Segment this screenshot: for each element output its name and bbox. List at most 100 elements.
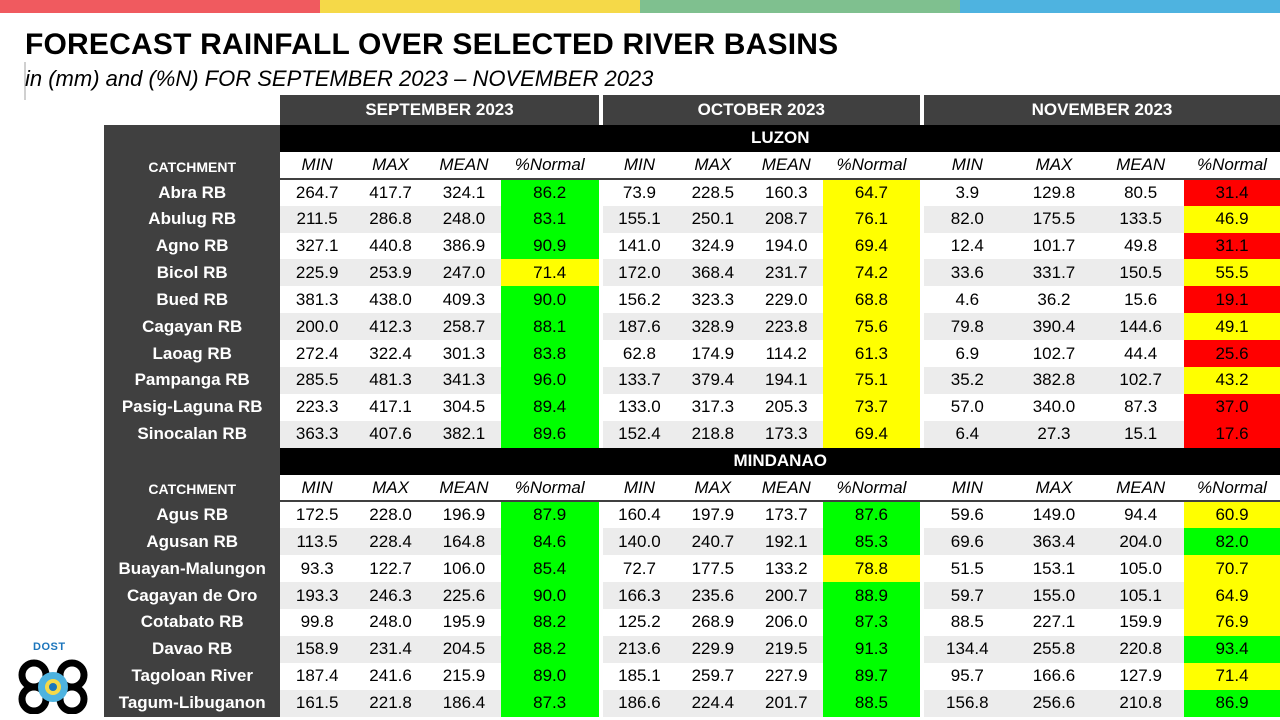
column-header: MIN [602,151,677,180]
percent-normal-cell: 86.2 [500,177,599,206]
column-gap [919,635,924,663]
percent-normal-cell: 17.6 [1183,420,1280,448]
value-cell: 49.8 [1097,232,1184,260]
column-header: MEAN [1097,151,1184,180]
percent-normal-cell: 91.3 [822,635,920,663]
value-cell: 82.0 [923,205,1011,233]
value-cell: 379.4 [676,367,750,394]
value-cell: 161.5 [280,689,354,717]
percent-normal-cell: 88.5 [822,689,920,717]
value-cell: 221.8 [353,689,428,717]
percent-normal-cell: 93.4 [1183,635,1280,663]
column-gap [919,286,924,314]
value-cell: 227.1 [1010,609,1098,636]
percent-normal-cell: 49.1 [1183,313,1280,341]
table-row: Cagayan RB 200.0 412.3 258.7 88.1 187.6 328.9 2… [104,313,1280,341]
column-header: MAX [1010,151,1098,180]
catchment-name: Abra RB [104,177,281,206]
percent-normal-cell: 82.0 [1183,528,1280,556]
value-cell: 224.4 [676,689,750,717]
value-cell: 166.3 [602,582,677,610]
percent-normal-cell: 43.2 [1183,367,1280,394]
value-cell: 228.4 [353,528,428,556]
month-header: OCTOBER 2023 [602,95,920,125]
value-cell: 133.2 [749,555,823,583]
value-cell: 200.7 [749,582,823,610]
column-gap [919,340,924,368]
table-row: Abra RB 264.7 417.7 324.1 86.2 73.9 228.5 160.3… [104,177,1280,206]
value-cell: 88.5 [923,609,1011,636]
value-cell: 101.7 [1010,232,1098,260]
table-row: Agusan RB 113.5 228.4 164.8 84.6 140.0 240.7 19… [104,528,1280,556]
value-cell: 194.1 [749,367,823,394]
value-cell: 80.5 [1097,177,1184,206]
value-cell: 412.3 [353,313,428,341]
column-header-row: CATCHMENT MIN MAX MEAN %Normal MIN MAX MEAN %Nor… [104,151,1280,180]
value-cell: 341.3 [427,367,501,394]
value-cell: 246.3 [353,582,428,610]
value-cell: 6.9 [923,340,1011,368]
column-gap [598,420,603,448]
column-header: MAX [676,151,750,180]
column-gap [919,662,924,690]
percent-normal-cell: 71.4 [500,259,599,287]
value-cell: 223.3 [280,393,354,421]
percent-normal-cell: 64.9 [1183,582,1280,610]
percent-normal-cell: 31.4 [1183,177,1280,206]
percent-normal-cell: 69.4 [822,420,920,448]
catchment-name: Tagoloan River [104,662,281,690]
catchment-name: Tagum-Libuganon [104,689,281,717]
catchment-name: Pasig-Laguna RB [104,393,281,421]
value-cell: 223.8 [749,313,823,341]
percent-normal-cell: 90.9 [500,232,599,260]
value-cell: 127.9 [1097,662,1184,690]
column-gap [598,528,603,556]
value-cell: 133.0 [602,393,677,421]
column-gap [598,555,603,583]
value-cell: 173.3 [749,420,823,448]
column-header: MAX [353,474,428,503]
value-cell: 155.1 [602,205,677,233]
value-cell: 155.0 [1010,582,1098,610]
column-gap [598,609,603,636]
value-cell: 192.1 [749,528,823,556]
value-cell: 327.1 [280,232,354,260]
catchment-name: Cotabato RB [104,609,281,636]
value-cell: 35.2 [923,367,1011,394]
table-row: Bued RB 381.3 438.0 409.3 90.0 156.2 323.3 229.… [104,286,1280,314]
column-gap [919,232,924,260]
value-cell: 390.4 [1010,313,1098,341]
value-cell: 215.9 [427,662,501,690]
value-cell: 95.7 [923,662,1011,690]
column-gap [598,205,603,233]
value-cell: 113.5 [280,528,354,556]
column-header: MEAN [1097,474,1184,503]
value-cell: 368.4 [676,259,750,287]
catchment-column-cell [104,125,281,152]
page-title: FORECAST RAINFALL OVER SELECTED RIVER BA… [25,28,839,61]
column-header: MIN [280,151,354,180]
percent-normal-cell: 85.3 [822,528,920,556]
value-cell: 59.7 [923,582,1011,610]
color-bar [0,0,1280,13]
value-cell: 227.9 [749,662,823,690]
value-cell: 134.4 [923,635,1011,663]
catchment-name: Bued RB [104,286,281,314]
value-cell: 141.0 [602,232,677,260]
percent-normal-cell: 83.1 [500,205,599,233]
value-cell: 174.9 [676,340,750,368]
catchment-name: Bicol RB [104,259,281,287]
value-cell: 125.2 [602,609,677,636]
percent-normal-cell: 55.5 [1183,259,1280,287]
percent-normal-cell: 61.3 [822,340,920,368]
column-header: MAX [353,151,428,180]
column-gap [919,151,924,180]
percent-normal-cell: 74.2 [822,259,920,287]
value-cell: 195.9 [427,609,501,636]
catchment-name: Abulug RB [104,205,281,233]
value-cell: 4.6 [923,286,1011,314]
column-gap [919,555,924,583]
catchment-name: Sinocalan RB [104,420,281,448]
color-bar-yellow [320,0,640,13]
catchment-name: Cagayan RB [104,313,281,341]
